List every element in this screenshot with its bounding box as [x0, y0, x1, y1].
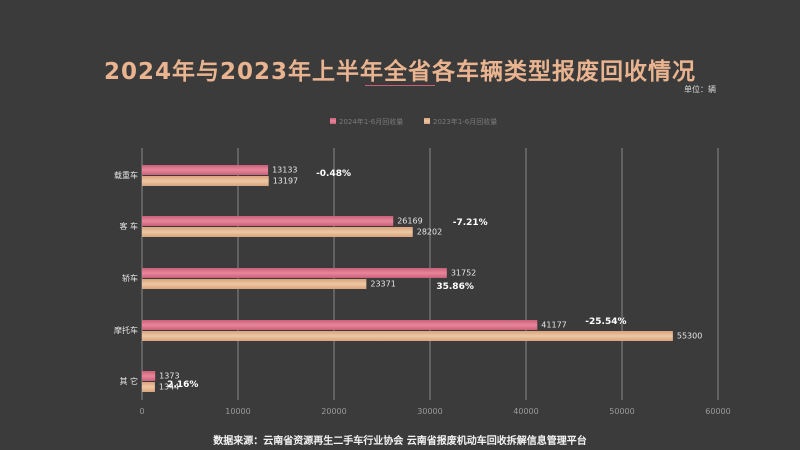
change-annotation: 2.16%: [167, 380, 198, 390]
x-tick-label: 20000: [321, 407, 346, 416]
bar: [142, 371, 156, 381]
bar-value-label: 31752: [451, 269, 476, 278]
category-label: 轿车: [122, 273, 138, 283]
unit-label: 单位：辆: [684, 85, 716, 94]
bar-value-label: 41177: [541, 321, 566, 330]
title-underline: [365, 85, 435, 86]
bar: [142, 331, 673, 341]
x-tick-label: 0: [139, 407, 144, 416]
change-annotation: -0.48%: [316, 169, 351, 179]
x-tick-label: 10000: [225, 407, 250, 416]
bar: [142, 165, 269, 175]
bar: [142, 320, 538, 330]
x-tick-label: 60000: [705, 407, 730, 416]
legend-swatch: [330, 118, 336, 124]
x-tick-label: 40000: [513, 407, 538, 416]
change-annotation: -25.54%: [585, 317, 626, 327]
bar: [142, 227, 413, 237]
bar: [142, 176, 269, 186]
data-source-footer: 数据来源：云南省资源再生二手车行业协会 云南省报废机动车回收拆解信息管理平台: [213, 436, 587, 447]
bar-value-label: 26169: [397, 217, 422, 226]
bar: [142, 216, 394, 226]
bar-value-label: 23371: [370, 280, 395, 289]
bar-value-label: 55300: [677, 332, 702, 341]
bar-value-label: 13197: [273, 177, 298, 186]
bar-value-label: 28202: [417, 228, 442, 237]
change-annotation: 35.86%: [436, 282, 474, 292]
bar: [142, 279, 367, 289]
legend-label: 2024年1-6月回收量: [339, 117, 403, 126]
bar-value-label: 1373: [159, 372, 179, 381]
category-label: 客 车: [119, 221, 138, 231]
bar-value-label: 1344: [159, 383, 179, 392]
legend-label: 2023年1-6月回收量: [433, 117, 497, 126]
category-label: 摩托车: [114, 325, 138, 335]
chart-title: 2024年与2023年上半年全省各车辆类型报废回收情况: [103, 59, 697, 85]
category-label: 载重车: [114, 170, 138, 180]
category-label: 其 它: [119, 376, 138, 386]
change-annotation: -7.21%: [453, 218, 488, 228]
bar: [142, 268, 447, 278]
bar-value-label: 13133: [272, 166, 297, 175]
bar: [142, 382, 155, 392]
x-tick-label: 50000: [609, 407, 634, 416]
x-tick-label: 30000: [417, 407, 442, 416]
legend-swatch: [424, 118, 430, 124]
